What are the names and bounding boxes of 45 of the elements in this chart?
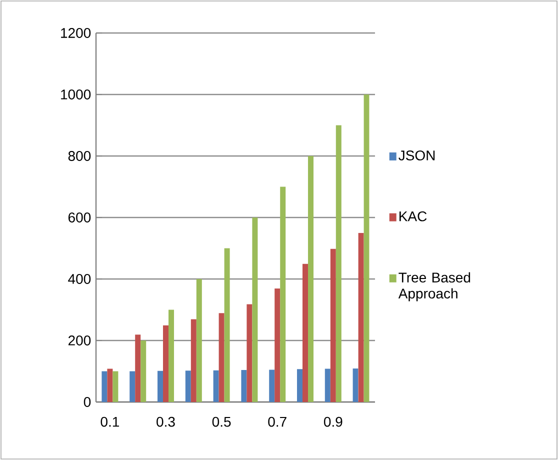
bar bbox=[224, 248, 230, 402]
bar bbox=[364, 94, 370, 402]
bar bbox=[130, 371, 136, 402]
bar bbox=[358, 232, 364, 402]
x-tick-label: 0.7 bbox=[268, 416, 286, 427]
bar bbox=[302, 264, 308, 402]
x-tick-label: 0.3 bbox=[156, 416, 175, 427]
bar bbox=[246, 304, 252, 402]
bar bbox=[336, 125, 342, 402]
bar bbox=[163, 325, 169, 402]
bar bbox=[102, 371, 108, 402]
bar bbox=[196, 278, 202, 402]
bar bbox=[158, 370, 164, 402]
bar bbox=[269, 370, 275, 402]
x-tick-label: 0.9 bbox=[324, 416, 342, 427]
bar bbox=[218, 313, 224, 402]
y-tick-label: 1000 bbox=[61, 90, 91, 100]
bar bbox=[135, 334, 141, 402]
y-tick-label: 1200 bbox=[61, 28, 91, 38]
bar bbox=[190, 319, 196, 402]
x-tick-label: 0.1 bbox=[100, 416, 120, 427]
bar bbox=[330, 248, 336, 402]
bar bbox=[274, 288, 280, 402]
bar bbox=[308, 156, 314, 402]
bar bbox=[352, 368, 358, 402]
bar bbox=[252, 217, 258, 402]
bar bbox=[213, 370, 219, 402]
bar bbox=[324, 368, 330, 402]
y-tick-label: 600 bbox=[68, 212, 91, 222]
bar bbox=[168, 310, 174, 402]
bar bbox=[241, 370, 247, 402]
bar bbox=[297, 369, 303, 402]
y-tick-label: 0 bbox=[84, 397, 91, 407]
bar bbox=[140, 340, 146, 402]
bar bbox=[112, 371, 118, 402]
x-tick-label: 0.5 bbox=[212, 416, 231, 427]
bar bbox=[280, 186, 286, 402]
legend-label: Tree Based Approach bbox=[398, 272, 470, 302]
legend-label: JSON bbox=[398, 150, 435, 160]
y-tick-label: 200 bbox=[68, 336, 91, 346]
y-tick-label: 400 bbox=[68, 274, 91, 284]
legend-label: KAC bbox=[400, 211, 427, 222]
y-tick-label: 800 bbox=[68, 151, 91, 161]
bar bbox=[107, 368, 113, 402]
bar bbox=[185, 370, 191, 402]
